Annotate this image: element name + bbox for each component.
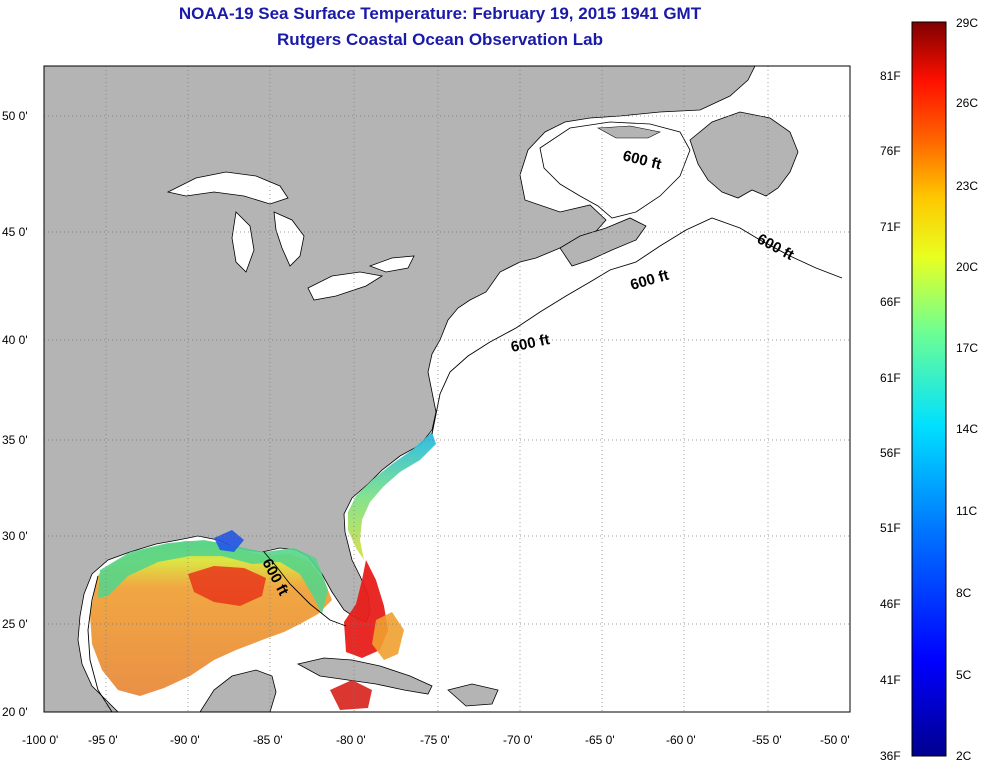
fahrenheit-label: 46F bbox=[880, 597, 901, 611]
lon-label: -60 0' bbox=[666, 733, 696, 747]
map-frame bbox=[43, 65, 851, 713]
map-subtitle: Rutgers Coastal Ocean Observation Lab bbox=[277, 30, 603, 49]
caribbean-sst bbox=[330, 680, 372, 710]
celsius-label: 8C bbox=[956, 586, 972, 600]
north-gulf-shelf-sst bbox=[98, 540, 328, 614]
lat-label: 30 0' bbox=[2, 529, 28, 543]
celsius-label: 17C bbox=[956, 341, 978, 355]
lon-label: -70 0' bbox=[503, 733, 533, 747]
600ft-contour bbox=[431, 217, 843, 435]
lat-label: 40 0' bbox=[2, 333, 28, 347]
longitude-labels: -100 0' -95 0' -90 0' -85 0' -80 0' -75 … bbox=[22, 733, 850, 747]
yucatan-land bbox=[199, 669, 277, 712]
anticosti-island bbox=[596, 125, 661, 139]
lon-label: -50 0' bbox=[820, 733, 850, 747]
latitude-labels: 50 0' 45 0' 40 0' 35 0' 30 0' 25 0' 20 0… bbox=[2, 109, 28, 719]
gulf-sst-field bbox=[90, 541, 332, 696]
celsius-label: 14C bbox=[956, 422, 978, 436]
lon-label: -90 0' bbox=[170, 733, 200, 747]
southeast-shelf-sst bbox=[348, 432, 436, 560]
fahrenheit-label: 71F bbox=[880, 220, 901, 234]
lat-label: 25 0' bbox=[2, 617, 28, 631]
fahrenheit-label: 66F bbox=[880, 295, 901, 309]
lon-label: -65 0' bbox=[585, 733, 615, 747]
fahrenheit-label: 41F bbox=[880, 673, 901, 687]
lon-label: -80 0' bbox=[336, 733, 366, 747]
mississippi-plume-sst bbox=[214, 530, 244, 552]
celsius-label: 2C bbox=[956, 749, 972, 763]
lat-label: 50 0' bbox=[2, 109, 28, 123]
celsius-label: 5C bbox=[956, 668, 972, 682]
celsius-label: 23C bbox=[956, 179, 978, 193]
lon-label: -55 0' bbox=[752, 733, 782, 747]
map-title: NOAA-19 Sea Surface Temperature: Februar… bbox=[178, 4, 702, 23]
fahrenheit-label: 81F bbox=[880, 69, 901, 83]
fahrenheit-label: 51F bbox=[880, 521, 901, 535]
celsius-label: 20C bbox=[956, 260, 978, 274]
gulf-st-lawrence bbox=[539, 121, 691, 219]
fahrenheit-label: 56F bbox=[880, 446, 901, 460]
lon-label: -95 0' bbox=[88, 733, 118, 747]
fahrenheit-label: 76F bbox=[880, 144, 901, 158]
lon-label: -85 0' bbox=[253, 733, 283, 747]
lon-label: -75 0' bbox=[420, 733, 450, 747]
colorbar-celsius-labels: 29C 26C 23C 20C 17C 14C 11C 8C 5C 2C bbox=[956, 16, 978, 763]
loop-current-sst bbox=[188, 566, 266, 606]
great-lakes bbox=[166, 171, 415, 301]
newfoundland-land bbox=[689, 111, 799, 199]
fahrenheit-label: 61F bbox=[880, 371, 901, 385]
celsius-label: 29C bbox=[956, 16, 978, 30]
600ft-contour-gulf bbox=[87, 551, 347, 712]
lat-label: 20 0' bbox=[2, 705, 28, 719]
celsius-label: 26C bbox=[956, 96, 978, 110]
fahrenheit-label: 36F bbox=[880, 749, 901, 763]
celsius-label: 11C bbox=[956, 504, 977, 518]
temperature-colorbar bbox=[911, 21, 947, 757]
hispaniola-land bbox=[447, 683, 499, 707]
lon-label: -100 0' bbox=[22, 733, 58, 747]
colorbar-fahrenheit-labels: 81F 76F 71F 66F 61F 56F 51F 46F 41F 36F bbox=[880, 69, 901, 763]
cuba-land bbox=[296, 657, 433, 695]
lat-label: 45 0' bbox=[2, 225, 28, 239]
lat-label: 35 0' bbox=[2, 433, 28, 447]
